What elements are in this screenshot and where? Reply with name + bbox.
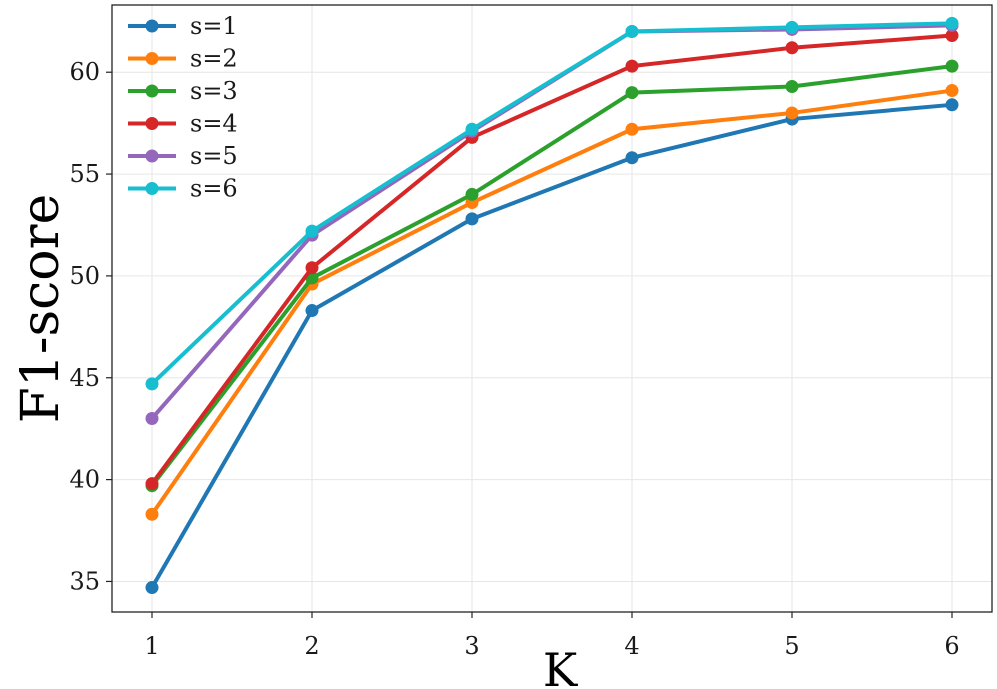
y-tick-label: 40 xyxy=(69,466,100,494)
legend-item: s=3 xyxy=(128,77,238,105)
data-point xyxy=(785,41,799,55)
data-point xyxy=(945,16,959,30)
legend-swatch-marker xyxy=(145,182,159,195)
data-point xyxy=(465,187,479,201)
series-line xyxy=(150,33,954,486)
legend-label: s=4 xyxy=(190,110,238,138)
y-tick-label: 45 xyxy=(69,364,100,392)
data-point xyxy=(625,122,639,136)
legend-label: s=2 xyxy=(190,45,238,73)
plot-frame xyxy=(111,4,993,613)
data-point xyxy=(305,261,319,275)
data-point xyxy=(785,106,799,120)
x-axis-ticks: 1 2 3 4 5 6 xyxy=(144,612,960,660)
x-tick-label: 2 xyxy=(304,632,319,660)
data-point xyxy=(145,477,159,491)
data-point xyxy=(145,581,159,595)
legend-label: s=3 xyxy=(190,77,238,105)
data-point xyxy=(465,212,479,226)
legend-swatch-marker xyxy=(145,52,159,65)
legend: s=1 s=2 s=3 s=4 s=5 s=6 xyxy=(128,12,238,203)
x-tick-label: 6 xyxy=(944,632,959,660)
series-line xyxy=(150,64,954,488)
data-point xyxy=(945,98,959,112)
legend-label: s=5 xyxy=(190,142,238,170)
y-axis-label: F1-score xyxy=(11,194,71,423)
y-axis-ticks: 35 40 45 50 55 60 xyxy=(69,58,112,595)
legend-swatch-marker xyxy=(145,117,159,130)
x-tick-label: 4 xyxy=(624,632,639,660)
legend-swatch-marker xyxy=(145,84,159,98)
legend-swatch-marker xyxy=(145,149,159,163)
x-axis-label: K xyxy=(543,643,579,689)
y-tick-label: 55 xyxy=(69,160,100,188)
series-line xyxy=(150,88,954,517)
data-point xyxy=(305,224,319,238)
data-point xyxy=(945,59,959,73)
x-tick-label: 1 xyxy=(144,632,159,660)
legend-label: s=6 xyxy=(190,175,238,203)
data-point xyxy=(625,59,639,73)
series-s=4 xyxy=(145,29,959,491)
data-point xyxy=(145,377,159,391)
legend-item: s=6 xyxy=(128,175,238,203)
y-tick-label: 60 xyxy=(69,58,100,86)
legend-swatch-marker xyxy=(145,19,159,33)
data-point xyxy=(945,84,959,98)
legend-item: s=1 xyxy=(128,12,238,40)
data-point xyxy=(145,411,159,425)
x-tick-label: 5 xyxy=(784,632,799,660)
data-point xyxy=(625,24,639,38)
legend-item: s=5 xyxy=(128,142,238,170)
legend-item: s=2 xyxy=(128,45,238,73)
series-line xyxy=(150,102,954,590)
data-point xyxy=(785,20,799,34)
data-point xyxy=(305,304,319,318)
data-point xyxy=(465,122,479,136)
series-s=6 xyxy=(145,16,959,391)
x-tick-label: 3 xyxy=(464,632,479,660)
legend-label: s=1 xyxy=(190,12,238,40)
y-tick-label: 50 xyxy=(69,262,100,290)
data-point xyxy=(625,151,639,165)
legend-item: s=4 xyxy=(128,110,238,138)
series-line xyxy=(150,21,954,386)
data-point xyxy=(145,507,159,521)
data-point xyxy=(785,79,799,93)
data-point xyxy=(945,29,959,43)
series-layer xyxy=(145,16,959,595)
y-tick-label: 35 xyxy=(69,567,100,595)
data-point xyxy=(625,86,639,100)
